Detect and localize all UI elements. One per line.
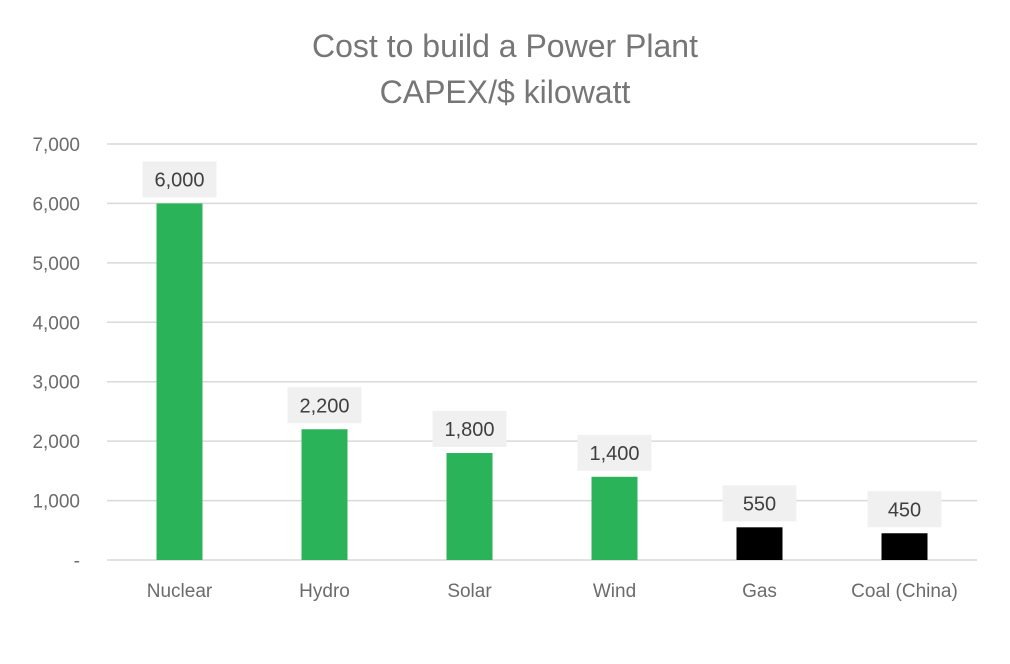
data-label-box — [432, 411, 507, 448]
bar-gas — [736, 527, 783, 560]
x-category-label: Wind — [593, 581, 636, 602]
data-label-box — [867, 491, 942, 528]
data-label: 6,000 — [154, 169, 204, 191]
data-label-box — [142, 161, 217, 198]
x-axis-categories: Nuclear Hydro Solar Wind Gas Coal (China) — [147, 581, 958, 602]
data-label-box — [287, 387, 362, 424]
gridlines — [107, 143, 977, 561]
y-tick-label: 4,000 — [32, 313, 80, 334]
bar-coal-china — [881, 533, 928, 560]
data-label: 450 — [888, 499, 921, 521]
x-category-label: Coal (China) — [851, 581, 958, 602]
data-label: 550 — [743, 493, 776, 515]
chart-title: Cost to build a Power Plant — [312, 28, 698, 64]
x-category-label: Nuclear — [147, 581, 213, 602]
chart-subtitle: CAPEX/$ kilowatt — [379, 74, 631, 110]
data-label-box — [577, 434, 652, 471]
bar-wind — [591, 476, 638, 560]
y-tick-label: 5,000 — [32, 254, 80, 275]
bar-solar — [446, 453, 493, 560]
data-label-box — [722, 485, 797, 522]
bars — [156, 203, 928, 560]
y-tick-label: 2,000 — [32, 432, 80, 453]
x-category-label: Hydro — [299, 581, 350, 602]
bar-nuclear — [156, 203, 203, 560]
x-category-label: Gas — [742, 581, 777, 602]
y-tick-label: - — [74, 551, 80, 572]
data-label: 1,400 — [589, 443, 639, 465]
y-axis-ticks: - 1,000 2,000 3,000 4,000 5,000 6,000 7,000 — [32, 135, 80, 572]
bar-hydro — [301, 429, 348, 560]
data-labels: 6,000 2,200 1,800 1,400 550 450 — [142, 161, 942, 528]
data-label: 1,800 — [444, 419, 494, 441]
data-label: 2,200 — [299, 395, 349, 417]
y-tick-label: 7,000 — [32, 135, 80, 156]
y-tick-label: 6,000 — [32, 194, 80, 215]
y-tick-label: 1,000 — [32, 492, 80, 513]
y-tick-label: 3,000 — [32, 373, 80, 394]
x-category-label: Solar — [447, 581, 492, 602]
